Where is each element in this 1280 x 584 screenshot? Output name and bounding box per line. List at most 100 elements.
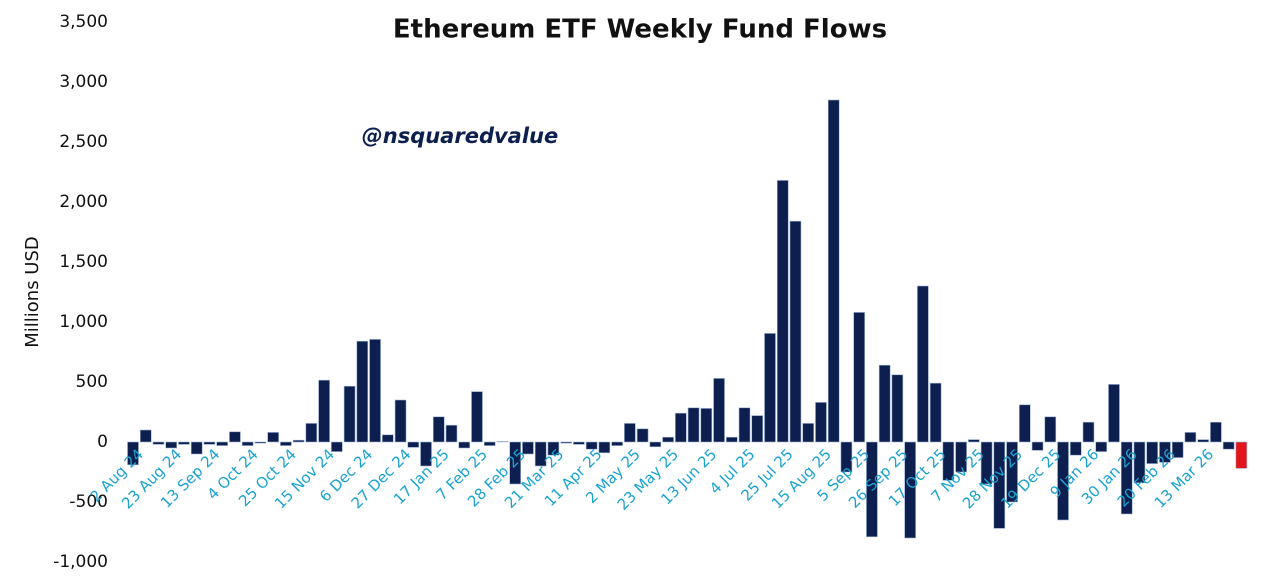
bar: [331, 441, 343, 452]
bar: [178, 441, 190, 445]
bar: [687, 407, 700, 443]
bar: [305, 423, 318, 443]
bar: [1171, 441, 1184, 458]
bar: [725, 436, 738, 443]
bar: [1120, 441, 1133, 515]
bar: [917, 285, 929, 443]
bar: [534, 441, 547, 467]
bar: [522, 441, 534, 455]
bar: [139, 429, 152, 443]
bar: [369, 339, 381, 443]
y-tick-label: -500: [69, 492, 108, 512]
bar: [840, 441, 853, 473]
bar: [1069, 441, 1082, 456]
bar: [318, 379, 330, 443]
bar: [878, 364, 891, 443]
bar: [407, 441, 420, 448]
bar: [1222, 441, 1235, 450]
annotation: @nsquaredvalue: [362, 124, 559, 148]
bar: [866, 441, 878, 538]
bar: [942, 441, 955, 481]
bar: [789, 220, 802, 443]
bar: [738, 407, 751, 443]
bar: [292, 439, 305, 443]
bar: [394, 399, 407, 443]
bar: [216, 441, 228, 446]
y-tick-label: 3,000: [59, 72, 108, 92]
bar: [560, 441, 572, 444]
bar: [929, 382, 942, 443]
y-tick-label: 2,000: [59, 192, 108, 212]
bar: [853, 312, 865, 443]
bar: [203, 441, 216, 445]
bar: [1184, 432, 1197, 443]
bar: [1197, 439, 1209, 443]
bar: [1159, 441, 1171, 463]
bar: [471, 391, 483, 443]
bar: [802, 423, 815, 443]
bar: [458, 441, 471, 449]
bar: [662, 436, 674, 443]
y-tick-label: 1,000: [59, 312, 108, 332]
bar: [509, 441, 522, 485]
y-tick-label: 0: [97, 432, 108, 452]
bar: [611, 441, 623, 446]
bar: [547, 441, 560, 456]
bar: [891, 374, 904, 443]
bar: [190, 441, 203, 455]
bar: [1006, 441, 1018, 503]
y-tick-label: 2,500: [59, 132, 108, 152]
y-tick-label: 3,500: [59, 12, 108, 32]
y-tick-label: 1,500: [59, 252, 108, 272]
bar: [267, 432, 279, 443]
bar: [1031, 441, 1044, 451]
bar: [598, 441, 611, 454]
bar: [229, 431, 241, 443]
bar: [1108, 384, 1120, 443]
bar: [381, 434, 394, 443]
bar: [1082, 421, 1095, 443]
bar: [420, 441, 432, 467]
bar: [343, 385, 356, 443]
bar: [241, 441, 254, 446]
bar: [624, 423, 636, 443]
bar: [649, 441, 662, 448]
bar: [483, 441, 496, 446]
bar: [815, 402, 827, 443]
y-tick-label: -1,000: [53, 552, 108, 572]
bar: [254, 441, 267, 444]
bar: [764, 333, 776, 443]
bar: [1044, 416, 1057, 443]
bar: [751, 415, 764, 443]
bar: [776, 180, 789, 443]
bar: [165, 441, 178, 449]
bar: [955, 441, 967, 473]
bar: [1133, 441, 1146, 484]
bar: [904, 441, 916, 539]
bar: [445, 424, 458, 443]
bar: [356, 340, 369, 443]
bar: [1210, 421, 1222, 443]
bar: [1235, 441, 1248, 469]
bar: [636, 428, 649, 443]
bar: [573, 441, 585, 445]
bar: [280, 441, 292, 446]
bar: [496, 441, 509, 443]
bar: [993, 441, 1006, 529]
y-axis-label: Millions USD: [22, 236, 43, 348]
bar: [152, 441, 165, 445]
bar: [713, 378, 725, 443]
bar: [675, 412, 687, 443]
bar: [127, 441, 139, 466]
bar: [980, 441, 993, 485]
bar: [585, 441, 598, 450]
bar: [968, 439, 980, 443]
bar: [1018, 404, 1031, 443]
y-tick-label: 500: [76, 372, 108, 392]
bar: [1095, 441, 1108, 452]
chart-title: Ethereum ETF Weekly Fund Flows: [393, 15, 887, 45]
bar: [432, 416, 445, 443]
bar: [700, 408, 713, 443]
bar: [1146, 441, 1158, 464]
